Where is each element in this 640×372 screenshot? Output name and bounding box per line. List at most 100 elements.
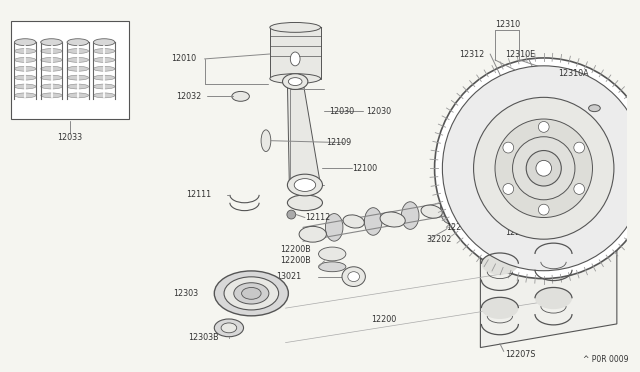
Circle shape [435,58,640,279]
Ellipse shape [282,74,308,89]
Ellipse shape [364,208,382,235]
Ellipse shape [481,253,518,275]
Text: 12310E: 12310E [505,49,535,58]
Ellipse shape [93,57,115,62]
Text: 13021: 13021 [276,272,301,281]
Ellipse shape [93,93,115,98]
Text: 12200: 12200 [371,315,396,324]
Ellipse shape [343,215,364,228]
Ellipse shape [93,40,115,45]
Ellipse shape [421,205,442,218]
Text: 12032: 12032 [176,92,202,101]
Circle shape [526,151,561,186]
Text: 12109: 12109 [326,138,351,147]
Ellipse shape [41,93,62,98]
Text: 12200B: 12200B [280,244,311,254]
Polygon shape [481,218,617,347]
Ellipse shape [287,174,323,196]
Circle shape [503,183,514,195]
Ellipse shape [214,271,289,316]
Text: 12030: 12030 [330,107,355,116]
Ellipse shape [93,66,115,71]
Ellipse shape [15,66,36,71]
Ellipse shape [214,319,244,337]
Text: 12200B: 12200B [280,256,311,265]
Ellipse shape [319,247,346,261]
Bar [270,28,321,78]
Ellipse shape [241,288,261,299]
Ellipse shape [67,57,88,62]
Ellipse shape [41,49,62,54]
Ellipse shape [224,277,278,310]
Ellipse shape [15,57,36,62]
Ellipse shape [67,75,88,80]
Polygon shape [287,81,321,185]
Ellipse shape [15,93,36,98]
Ellipse shape [41,75,62,80]
Ellipse shape [93,49,115,54]
Text: 12010: 12010 [172,54,196,64]
Text: 12312: 12312 [459,49,484,58]
Circle shape [474,97,614,239]
Ellipse shape [41,57,62,62]
Ellipse shape [261,130,271,151]
Ellipse shape [67,40,88,45]
Ellipse shape [67,93,88,98]
Ellipse shape [93,39,115,46]
Ellipse shape [221,323,237,333]
Ellipse shape [535,288,572,309]
Ellipse shape [41,66,62,71]
Ellipse shape [325,214,343,241]
Ellipse shape [67,66,88,71]
Ellipse shape [15,39,36,46]
Ellipse shape [234,283,269,304]
Ellipse shape [15,75,36,80]
Bar [11,20,129,119]
Ellipse shape [232,92,250,101]
Text: 12033: 12033 [58,133,83,142]
Ellipse shape [41,39,62,46]
Ellipse shape [270,74,321,84]
Ellipse shape [67,84,88,89]
Ellipse shape [15,40,36,45]
Ellipse shape [41,40,62,45]
Circle shape [536,160,552,176]
Circle shape [495,119,593,218]
Text: 12310: 12310 [495,20,520,29]
Ellipse shape [15,84,36,89]
Text: 12310A: 12310A [558,69,589,78]
Text: 12207S: 12207S [505,350,535,359]
Circle shape [574,183,584,195]
Ellipse shape [93,84,115,89]
Text: 12030: 12030 [366,107,392,116]
Text: 12303B: 12303B [188,333,219,342]
Circle shape [503,142,514,153]
Ellipse shape [270,22,321,32]
Ellipse shape [299,227,326,242]
Text: ^ P0R 0009: ^ P0R 0009 [583,355,628,364]
Text: 12303: 12303 [173,289,198,298]
Circle shape [538,204,549,215]
Ellipse shape [294,179,316,192]
Ellipse shape [287,195,323,211]
Ellipse shape [452,197,479,212]
Ellipse shape [342,267,365,286]
Ellipse shape [440,196,458,224]
Ellipse shape [41,84,62,89]
Circle shape [574,142,584,153]
Text: 12112: 12112 [305,213,330,222]
Ellipse shape [319,262,346,272]
Text: 32202: 32202 [427,235,452,244]
Ellipse shape [93,75,115,80]
Ellipse shape [535,243,572,265]
Circle shape [513,137,575,200]
Ellipse shape [589,105,600,112]
Circle shape [538,122,549,132]
Ellipse shape [67,39,88,46]
Ellipse shape [348,272,360,282]
Circle shape [442,66,640,271]
Ellipse shape [401,202,419,230]
Text: 12200F: 12200F [446,223,476,232]
Text: 12111: 12111 [186,190,211,199]
Ellipse shape [67,49,88,54]
